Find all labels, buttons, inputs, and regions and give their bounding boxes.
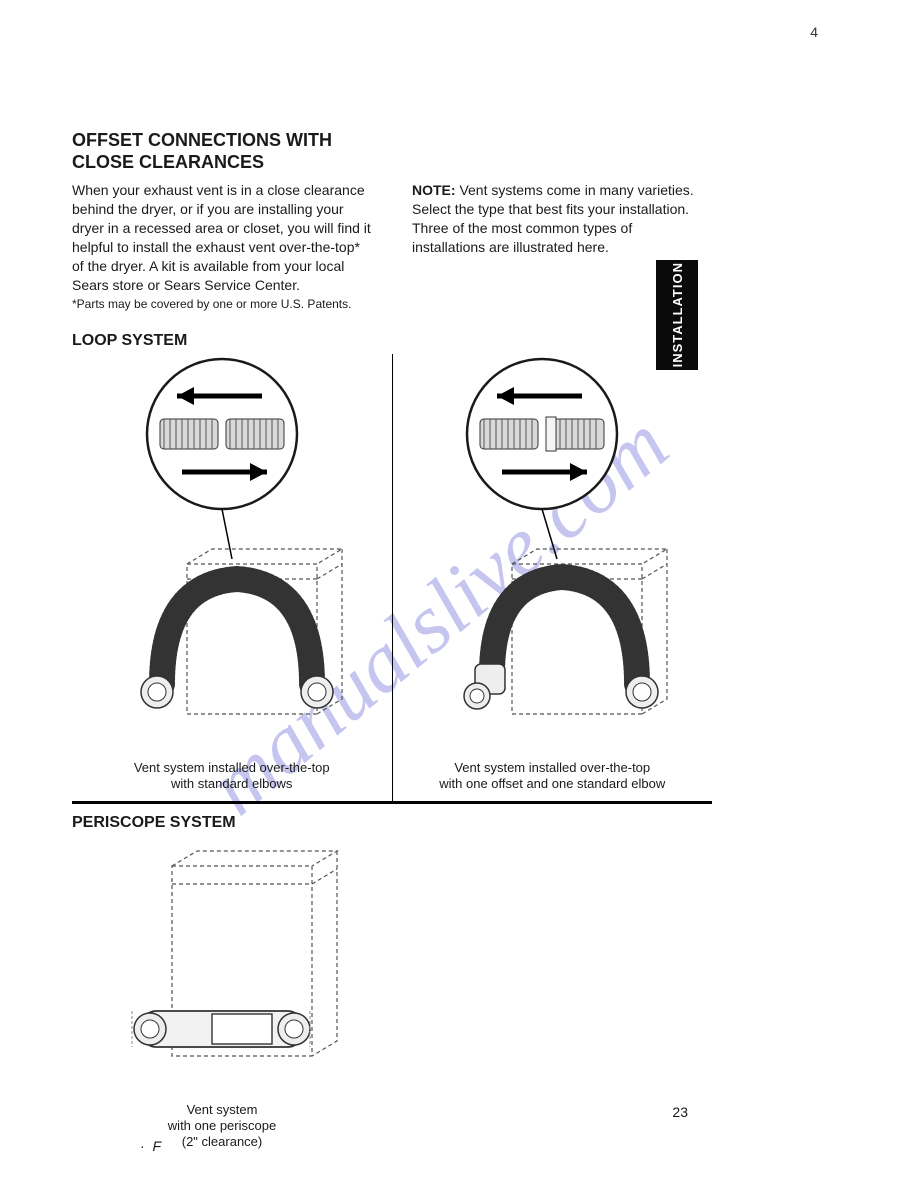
- note-bold: NOTE:: [412, 182, 456, 198]
- periscope-caption-l2: with one periscope: [168, 1118, 276, 1133]
- loop-left-caption-l1: Vent system installed over-the-top: [134, 760, 330, 775]
- loop-right-caption: Vent system installed over-the-top with …: [439, 760, 665, 793]
- loop-right-diagram: [397, 354, 707, 754]
- periscope-panel: Vent system with one periscope (2" clear…: [62, 836, 382, 1151]
- top-right-page-mark: 4: [810, 24, 818, 40]
- intro-left-text: When your exhaust vent is in a close cle…: [72, 182, 371, 292]
- page-heading: OFFSET CONNECTIONS WITH CLOSE CLEARANCES: [72, 130, 792, 173]
- loop-left-panel: Vent system installed over-the-top with …: [72, 354, 393, 801]
- loop-right-panel: Vent system installed over-the-top with …: [393, 354, 713, 801]
- periscope-caption: Vent system with one periscope (2" clear…: [168, 1102, 276, 1151]
- intro-columns: When your exhaust vent is in a close cle…: [72, 181, 792, 312]
- loop-left-caption-l2: with standard elbows: [171, 776, 292, 791]
- intro-right-column: NOTE: Vent systems come in many varietie…: [412, 181, 702, 312]
- loop-right-caption-l1: Vent system installed over-the-top: [454, 760, 650, 775]
- loop-left-diagram: [82, 354, 382, 754]
- loop-system-title: LOOP SYSTEM: [72, 332, 792, 350]
- loop-system-row: Vent system installed over-the-top with …: [72, 354, 712, 804]
- heading-line1: OFFSET CONNECTIONS WITH: [72, 130, 332, 150]
- periscope-system-title: PERISCOPE SYSTEM: [72, 814, 792, 832]
- periscope-caption-l3: (2" clearance): [182, 1134, 262, 1149]
- footer-mark: · F: [140, 1138, 161, 1154]
- periscope-diagram: [72, 836, 372, 1096]
- patent-note: *Parts may be covered by one or more U.S…: [72, 297, 372, 313]
- page-number: 23: [672, 1104, 688, 1120]
- periscope-caption-l1: Vent system: [187, 1102, 258, 1117]
- loop-right-caption-l2: with one offset and one standard elbow: [439, 776, 665, 791]
- intro-left-column: When your exhaust vent is in a close cle…: [72, 181, 372, 312]
- page-content: OFFSET CONNECTIONS WITH CLOSE CLEARANCES…: [72, 130, 792, 1150]
- heading-line2: CLOSE CLEARANCES: [72, 152, 264, 172]
- loop-left-caption: Vent system installed over-the-top with …: [134, 760, 330, 793]
